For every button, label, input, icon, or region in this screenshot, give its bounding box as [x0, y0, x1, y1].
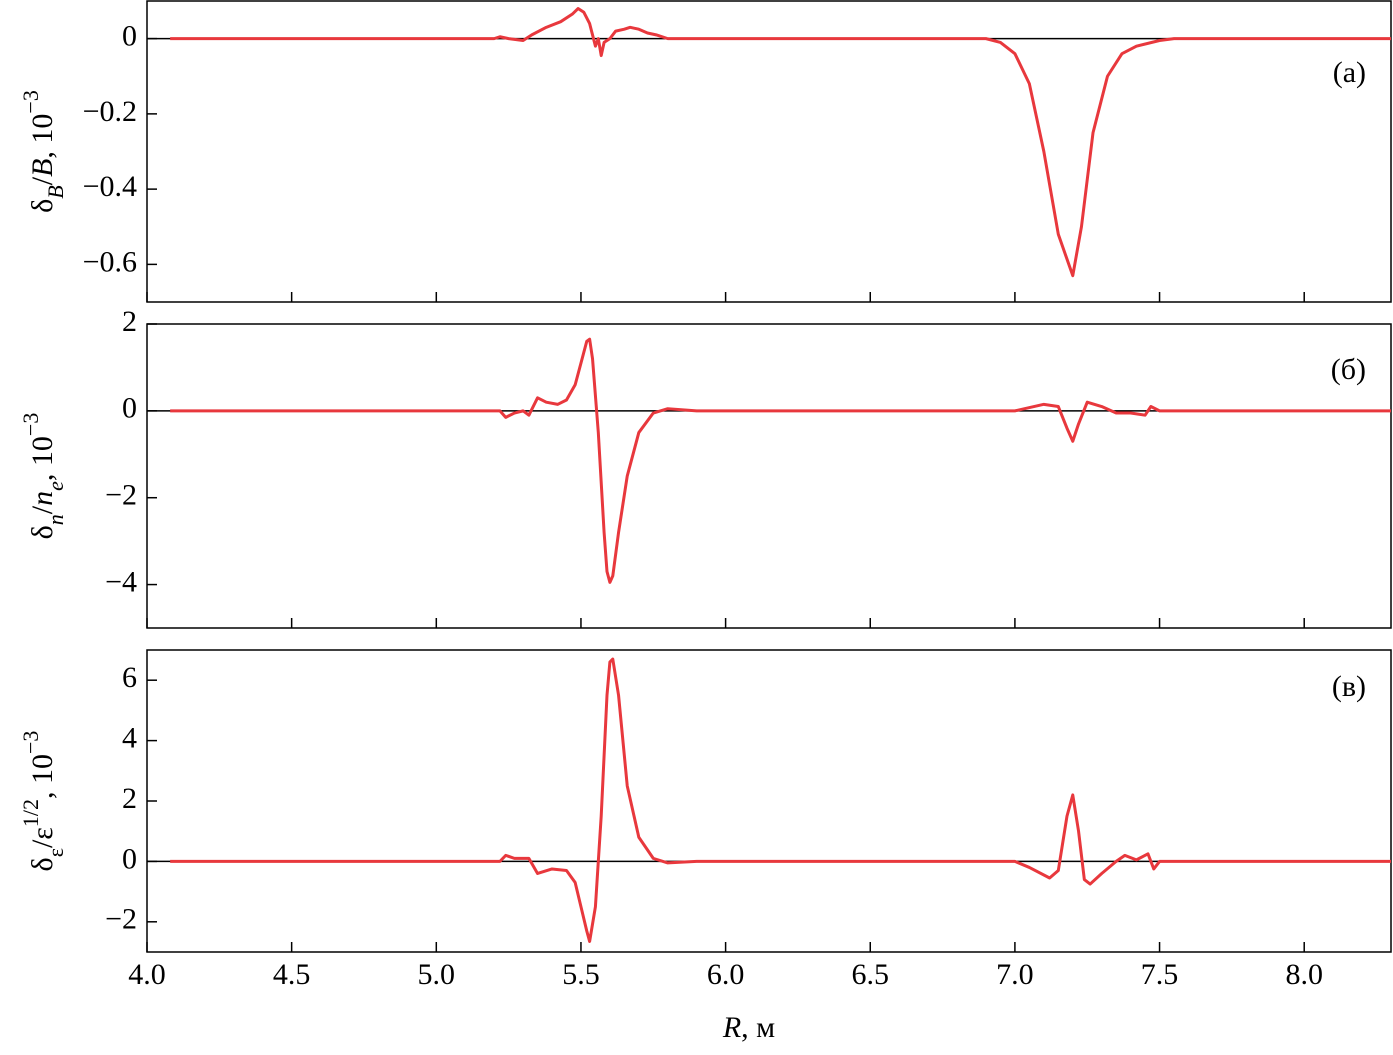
label-run: B [26, 159, 59, 177]
label-run: −3 [18, 90, 43, 113]
y-axis-label: δε/ε1/2, 10−3 [18, 731, 68, 872]
plot-frame [146, 323, 1392, 629]
y-tick-label: −2 [105, 479, 137, 512]
label-run: , 10 [26, 436, 59, 481]
label-run: n [43, 514, 68, 525]
y-tick-label: 4 [122, 721, 137, 754]
x-tick-label: 7.5 [1141, 958, 1179, 991]
data-line [170, 7, 1391, 278]
x-tick-label: 7.0 [996, 958, 1034, 991]
x-tick-label: 8.0 [1285, 958, 1323, 991]
label-run: / [26, 505, 59, 514]
label-run: R [722, 1011, 741, 1044]
y-axis-label: δn/ne, 10−3 [18, 413, 68, 540]
label-run: ε [43, 848, 68, 857]
y-tick-label: 2 [122, 305, 137, 338]
y-tick-label: −0.4 [83, 170, 137, 203]
y-tick-label: 0 [122, 20, 137, 53]
y-tick-label: −2 [105, 903, 137, 936]
panel-label: (в) [1332, 670, 1366, 703]
label-run: δ [26, 199, 59, 213]
x-tick-label: 6.0 [707, 958, 745, 991]
label-run: / [26, 176, 59, 185]
panel-label: (а) [1333, 56, 1366, 89]
y-tick-label: −4 [105, 565, 137, 598]
label-run: , 10 [26, 754, 59, 799]
label-run: 1/2 [18, 799, 43, 827]
data-line [170, 337, 1391, 584]
label-run: −3 [18, 731, 43, 754]
x-tick-label: 5.0 [418, 958, 456, 991]
label-run: δ [26, 857, 59, 871]
data-line [170, 657, 1391, 943]
x-tick-label: 4.0 [128, 958, 166, 991]
x-tick-label: 5.5 [562, 958, 600, 991]
label-run: /ε [26, 827, 59, 848]
label-run: −3 [18, 413, 43, 436]
y-tick-label: −0.2 [83, 95, 137, 128]
label-run: , 10 [26, 114, 59, 159]
x-axis-label: R, м [722, 1011, 775, 1044]
label-run: δ [26, 525, 59, 539]
y-tick-label: 0 [122, 842, 137, 875]
x-tick-label: 4.5 [273, 958, 311, 991]
y-tick-label: 2 [122, 782, 137, 815]
y-tick-label: 0 [122, 392, 137, 425]
plot-frame [146, 0, 1392, 303]
y-tick-label: −0.6 [83, 245, 137, 278]
y-tick-label: 6 [122, 661, 137, 694]
label-run: , м [741, 1011, 775, 1044]
label-run: n [26, 491, 59, 506]
panel-label: (б) [1331, 353, 1366, 386]
label-run: B [43, 185, 68, 198]
plot-frame [146, 649, 1392, 953]
label-run: e [43, 481, 68, 491]
x-tick-label: 6.5 [852, 958, 890, 991]
y-axis-label: δB/B, 10−3 [18, 90, 68, 213]
